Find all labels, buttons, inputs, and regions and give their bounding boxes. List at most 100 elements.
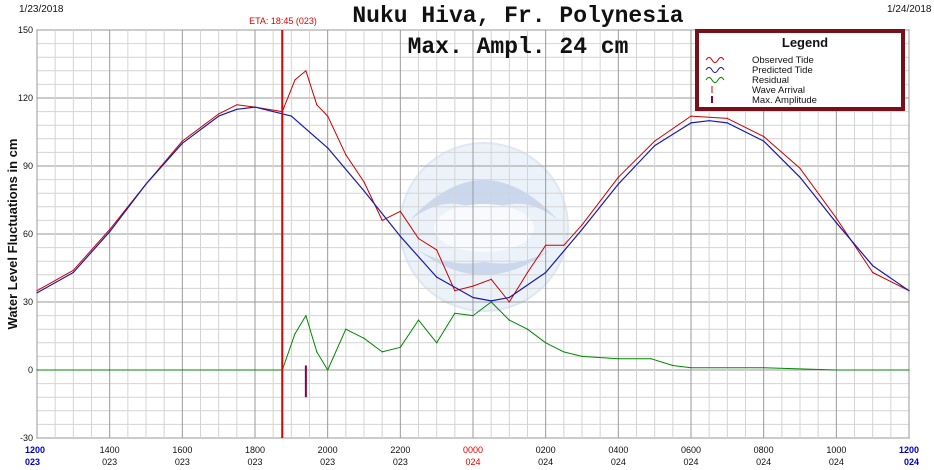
y-tick-label: 120 [18,93,33,103]
data-point [236,104,238,106]
data-point [290,115,292,117]
data-point [545,342,547,344]
x-tick-day-label: 024 [683,457,698,467]
legend-swatch [705,57,725,63]
chart-title: Nuku Hiva, Fr. Polynesia [352,3,683,29]
data-point [316,351,318,353]
x-tick-day-label: 024 [756,457,771,467]
data-point [799,167,801,169]
x-tick-label: 1800 [245,445,265,455]
data-point [799,176,801,178]
data-point [36,290,38,292]
data-point [835,217,837,219]
x-tick-label: 1000 [826,445,846,455]
x-tick-day-label: 023 [247,457,262,467]
legend-entry: Residual [752,75,789,86]
data-point [617,176,619,178]
x-tick-day-label: 024 [611,457,626,467]
data-point [181,369,183,371]
data-point [581,228,583,231]
x-tick-label: 0600 [681,445,701,455]
data-point [690,122,692,124]
data-point [236,108,238,110]
data-point [508,301,510,303]
y-tick-label: 30 [23,297,33,307]
data-point [563,351,565,353]
data-point [218,113,220,115]
series-line-residual [37,301,909,371]
data-point [254,106,256,108]
data-point [763,367,765,369]
noaa-watermark-logo [399,142,569,312]
data-point [472,296,474,299]
data-point [417,237,420,240]
legend-entry: Predicted Tide [752,65,813,76]
y-tick-label: -30 [20,433,33,443]
x-tick-label: 0200 [536,445,556,455]
data-point [835,222,837,224]
data-point [835,369,837,371]
data-point [294,333,296,335]
x-tick-day-label: 023 [175,457,190,467]
data-point [436,342,438,344]
data-point [508,296,510,299]
data-point [654,145,656,147]
data-point [526,328,529,330]
data-point [399,346,401,348]
data-point [109,228,111,231]
data-point [36,369,38,371]
y-axis-label: Water Level Fluctuations in cm [5,139,20,330]
data-point [563,244,565,246]
chart-subtitle: Max. Ampl. 24 cm [408,34,629,60]
data-point [908,369,910,371]
data-point [363,181,365,183]
data-point [545,271,547,274]
data-point [327,147,329,149]
data-point [399,235,401,237]
y-tick-label: 0 [28,365,33,375]
data-point [109,231,111,233]
data-point [316,104,318,106]
y-axis: -30 0 30 60 90 120 150 [18,25,33,443]
date-left: 1/23/2018 [19,4,64,15]
data-point [145,183,147,185]
data-point [72,271,74,274]
x-tick-label: 0800 [754,445,774,455]
data-point [908,290,910,292]
data-point [109,369,111,371]
data-point [690,367,692,369]
legend-entry: Max. Amplitude [752,95,817,106]
data-point [545,244,547,246]
data-point [763,140,765,142]
data-point [72,269,74,271]
x-tick-day-label: 024 [829,457,844,467]
data-point [763,135,765,138]
legend-swatch [705,67,725,73]
data-point [526,271,529,274]
data-point [654,140,656,142]
data-point [181,142,183,144]
data-point [254,369,256,371]
data-point [726,117,728,119]
x-tick-label: 1200 [25,445,45,455]
data-point [508,319,510,321]
y-tick-label: 150 [18,25,33,35]
data-point [650,358,652,360]
data-point [181,140,183,142]
data-point [345,328,347,330]
data-point [363,190,365,192]
data-point [327,115,329,117]
x-tick-day-label: 024 [465,457,480,467]
data-point [872,265,874,267]
data-point [327,369,329,371]
legend-entry: Observed Tide [752,55,814,66]
data-point [490,301,492,303]
data-point [708,120,710,122]
x-tick-day-label: 024 [538,457,553,467]
data-point [294,79,296,81]
data-point [381,219,383,221]
data-point [672,364,674,367]
data-point [454,312,456,314]
